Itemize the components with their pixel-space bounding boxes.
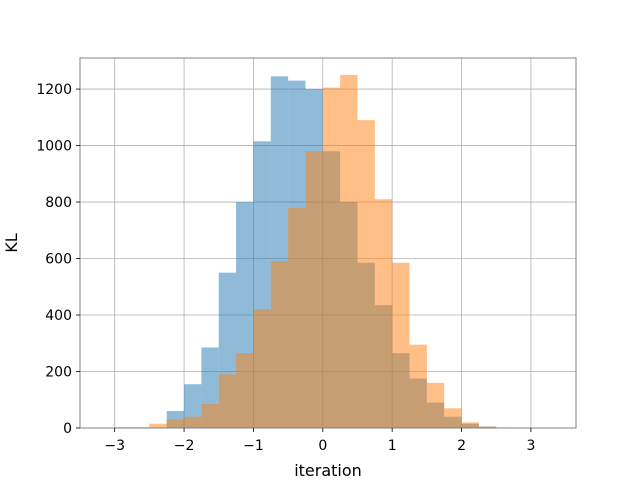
y-tick-label: 0: [63, 421, 72, 437]
histogram-bar-series-2: [444, 408, 462, 428]
histogram-bar-series-2: [166, 419, 185, 428]
y-tick-label: 600: [45, 252, 72, 268]
histogram-bar-series-2: [461, 422, 479, 428]
x-tick-label: 0: [318, 438, 327, 454]
histogram-bar-series-2: [184, 416, 202, 428]
histogram-bar-series-2: [305, 151, 323, 428]
y-tick-label: 400: [45, 308, 72, 324]
x-axis-label: iteration: [294, 461, 362, 480]
y-ticks: 0 200 400 600 800 1000 1200: [36, 82, 80, 437]
x-tick-label: −2: [174, 438, 195, 454]
y-tick-label: 1000: [36, 139, 72, 155]
histogram-bar-series-2: [357, 120, 375, 429]
x-tick-label: −3: [104, 438, 125, 454]
x-tick-label: 2: [457, 438, 466, 454]
y-tick-label: 200: [45, 365, 72, 381]
x-tick-label: 1: [388, 438, 397, 454]
x-tick-label: 3: [526, 438, 535, 454]
histogram-bar-series-2: [409, 344, 427, 428]
plot-frame: [79, 57, 577, 429]
histogram-bar-series-2: [374, 199, 393, 428]
y-axis-label: KL: [2, 233, 21, 252]
y-tick-label: 800: [45, 195, 72, 211]
histogram-bar-series-2: [149, 423, 167, 428]
histogram-bar-series-2: [392, 262, 410, 428]
histogram-bar-series-2: [270, 261, 289, 428]
histogram-bar-series-2: [218, 374, 237, 428]
bars: [114, 74, 514, 429]
histogram-bar-series-2: [288, 207, 306, 428]
histogram-bar-series-2: [426, 382, 445, 428]
histogram-bar-series-2: [201, 403, 219, 428]
histogram-bar-series-2: [253, 309, 271, 428]
histogram-bar-series-2: [236, 353, 254, 428]
x-tick-label: −1: [243, 438, 264, 454]
x-ticks: −3 −2 −1 0 1 2 3: [104, 428, 535, 454]
histogram-bar-series-2: [322, 87, 341, 428]
y-tick-label: 1200: [36, 82, 72, 98]
histogram-bar-series-2: [340, 74, 358, 428]
histogram-bar-series-2: [478, 426, 497, 428]
